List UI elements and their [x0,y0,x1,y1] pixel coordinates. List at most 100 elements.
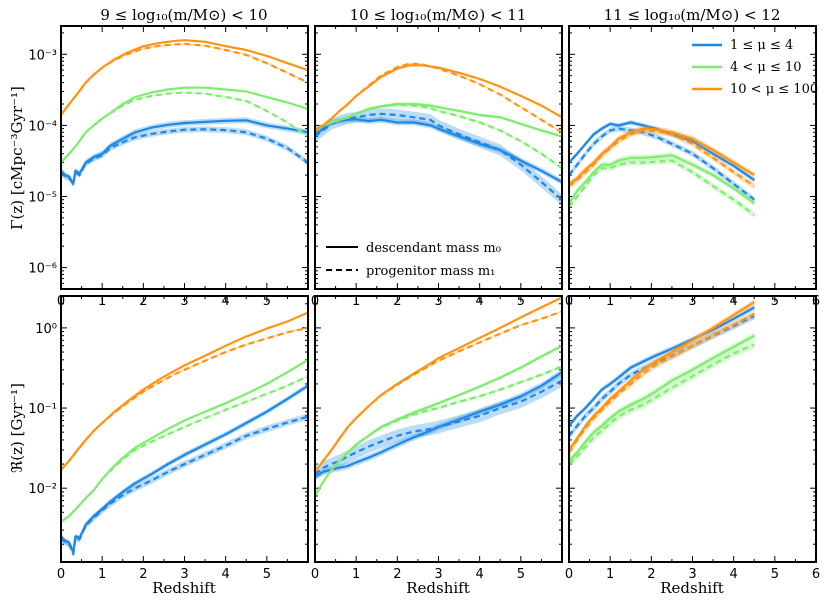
series-line-progenitor [315,379,562,475]
series-line-progenitor [569,343,755,465]
y-tick-label: 10⁻³ [28,48,57,63]
series-group [315,62,562,206]
series-line-descendant [569,154,755,205]
x-tick-label: 0 [311,567,319,582]
series-group [61,39,308,187]
series-line-descendant [61,86,308,164]
series-band [61,358,308,524]
series-line-progenitor [315,112,562,201]
x-tick-label: 4 [222,567,230,582]
series-band [61,374,308,524]
xlabel-0: Redshift [152,579,216,597]
series-band [569,312,755,440]
x-tick-label: 5 [771,567,779,582]
x-tick-label: 0 [565,567,573,582]
series-band [315,116,562,185]
series-line-descendant [569,127,755,185]
panel-frame [568,25,817,290]
x-tick-label: 2 [139,567,147,582]
x-tick-label: 0 [57,567,65,582]
panel-bottom-right: 0 1 2 3 4 5 6 [565,295,820,582]
panel-frame [60,295,309,563]
ylabel-top: Γ(z) [cMpc⁻³Gyr⁻¹] [8,86,26,230]
x-tick-label: 5 [263,567,271,582]
legend-label-mu-3: 10 < μ ≤ 100 [730,82,818,97]
legend-mu: 1 ≤ μ ≤ 4 4 < μ ≤ 10 10 < μ ≤ 100 [692,38,818,97]
legend-label-descendant: descendant mass m₀ [366,241,501,256]
series-band [569,125,755,203]
series-band [315,368,562,480]
legend-label-progenitor: progenitor mass m₁ [366,264,495,279]
y-tick-label: 10⁻¹ [28,402,57,417]
panel-frame [568,295,817,563]
y-tick-label: 10⁰ [35,322,57,337]
x-tick-label: 4 [476,567,484,582]
series-line-progenitor [61,326,308,471]
panel-title-1: 10 ≤ log₁₀(m/M⊙) < 11 [350,6,527,24]
series-group [569,299,755,468]
xlabel-2: Redshift [660,579,724,597]
x-tick-label: 1 [352,567,360,582]
panel-title-2: 11 ≤ log₁₀(m/M⊙) < 12 [604,6,781,24]
series-line-progenitor [61,415,308,556]
panel-frame [314,25,563,290]
series-band [315,103,562,170]
legend-label-mu-2: 4 < μ ≤ 10 [730,60,802,75]
xlabel-1: Redshift [406,579,470,597]
x-tick-label: 6 [812,567,820,582]
y-tick-label: 10⁻⁴ [28,119,57,134]
ylabel-bottom: ℜ(z) [Gyr⁻¹] [8,383,26,473]
series-line-progenitor [569,159,755,216]
series-band [61,326,308,471]
series-line-descendant [569,121,755,182]
legend-label-mu-1: 1 ≤ μ ≤ 4 [730,38,793,53]
series-band [315,108,562,206]
series-line-progenitor [315,365,562,497]
x-tick-label: 2 [647,567,655,582]
series-line-progenitor [61,128,308,186]
series-line-progenitor [315,310,562,473]
series-band [569,310,755,456]
series-line-descendant [61,39,308,116]
series-line-progenitor [569,312,755,454]
series-line-descendant [569,301,755,451]
x-tick-label: 3 [434,567,442,582]
series-band [569,152,755,207]
y-tick-label: 10⁻² [28,482,57,497]
series-line-descendant [61,384,308,554]
legend-style: descendant mass m₀ progenitor mass m₁ [326,241,501,279]
x-tick-label: 4 [730,567,738,582]
series-band [61,39,308,116]
panel-bottom-middle: 0 1 2 3 4 5 [311,295,563,582]
series-group [569,120,755,218]
series-line-progenitor [315,103,562,170]
series-line-descendant [315,64,562,132]
y-tick-label: 10⁻⁶ [28,262,57,277]
series-group [61,311,308,558]
x-tick-label: 1 [606,567,614,582]
panel-title-0: 9 ≤ log₁₀(m/M⊙) < 10 [100,6,267,24]
series-line-descendant [315,371,562,478]
series-line-descendant [61,358,308,523]
panel-bottom-left: 0 1 2 3 4 5 10⁻² 10⁻¹ 10⁰ [28,295,309,582]
series-line-progenitor [61,375,308,523]
series-line-progenitor [569,127,755,201]
x-tick-label: 2 [393,567,401,582]
series-group [315,296,562,498]
x-tick-label: 3 [688,567,696,582]
series-line-progenitor [569,129,755,188]
series-line-descendant [61,311,308,471]
x-tick-label: 3 [180,567,188,582]
panel-frame [60,25,309,290]
series-line-progenitor [61,91,308,164]
panel-frame [314,295,563,563]
x-tick-label: 1 [98,567,106,582]
panel-top-left: 0 1 2 3 4 510⁻⁶10⁻⁵10⁻⁴10⁻³ [28,25,309,309]
series-line-progenitor [315,62,562,134]
y-tick-label: 10⁻⁵ [28,190,57,205]
x-tick-label: 5 [517,567,525,582]
series-line-descendant [569,334,755,462]
series-band [61,43,308,116]
